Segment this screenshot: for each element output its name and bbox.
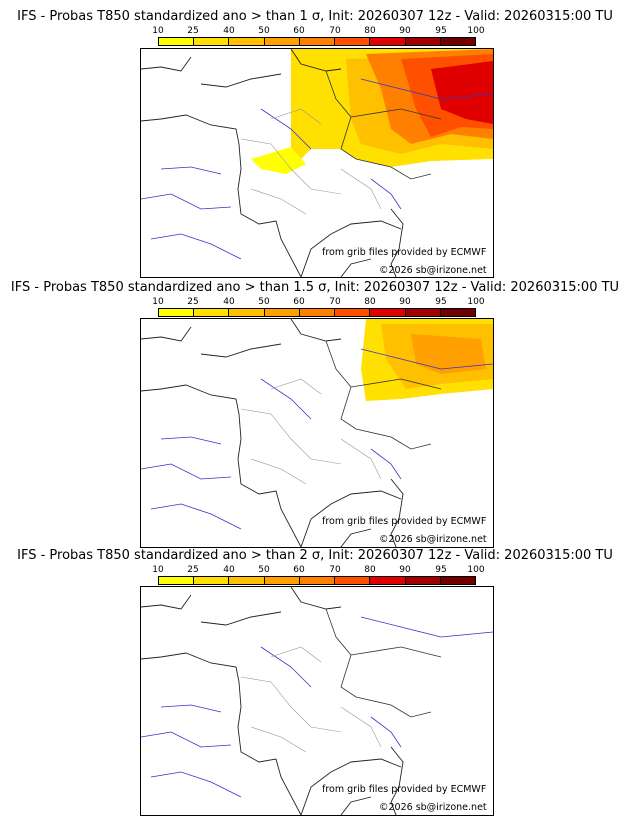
map-svg <box>141 319 493 547</box>
legend-swatch <box>194 38 230 45</box>
legend-label: 10 <box>152 26 164 36</box>
map-panel-3: IFS - Probas T850 standardized ano > tha… <box>0 548 630 828</box>
legend-label: 100 <box>467 297 485 307</box>
legend-label: 70 <box>329 26 341 36</box>
legend-swatch <box>229 309 265 316</box>
legend-swatch <box>299 38 336 45</box>
legend-swatch <box>229 577 265 584</box>
country-borders <box>325 340 442 450</box>
legend-label: 25 <box>187 565 199 575</box>
legend-swatch <box>264 309 300 316</box>
credit-copyright: ©2026 sb@irizone.net <box>379 265 487 276</box>
admin-boundaries <box>240 108 382 215</box>
coastline-north <box>141 49 342 88</box>
credit-copyright: ©2026 sb@irizone.net <box>379 802 487 813</box>
panel-title: IFS - Probas T850 standardized ano > tha… <box>10 280 620 295</box>
panel-title: IFS - Probas T850 standardized ano > tha… <box>17 548 613 563</box>
probability-map <box>140 318 494 548</box>
legend-label: 80 <box>364 565 376 575</box>
legend-swatch <box>264 38 300 45</box>
probability-map <box>140 48 494 278</box>
map-svg <box>141 49 493 277</box>
probability-area-50 <box>411 334 486 374</box>
coastline <box>141 114 404 277</box>
legend-label: 90 <box>399 565 411 575</box>
legend-swatch <box>405 309 441 316</box>
admin-boundaries <box>240 646 382 753</box>
legend-swatch <box>405 577 441 584</box>
legend-swatch <box>335 309 371 316</box>
probability-area-80 <box>431 61 493 124</box>
legend-label: 95 <box>435 297 447 307</box>
legend-swatch <box>299 309 336 316</box>
legend-swatch <box>440 577 475 584</box>
legend-swatch <box>335 38 371 45</box>
coastline <box>141 384 404 547</box>
coastline-north <box>141 587 342 626</box>
legend-swatch <box>159 38 195 45</box>
legend-swatch <box>440 38 475 45</box>
rivers <box>141 78 493 260</box>
legend-label: 90 <box>399 297 411 307</box>
country-borders <box>325 608 442 718</box>
legend-swatch <box>440 309 475 316</box>
legend-swatch <box>370 38 406 45</box>
legend-label: 50 <box>258 565 270 575</box>
legend-label: 25 <box>187 26 199 36</box>
color-legend-bar <box>158 308 476 317</box>
legend-label: 70 <box>329 565 341 575</box>
color-legend-bar <box>158 37 476 46</box>
legend-label: 60 <box>293 26 305 36</box>
legend-label: 60 <box>293 565 305 575</box>
legend-swatch <box>264 577 300 584</box>
legend-swatch <box>335 577 371 584</box>
legend-swatch <box>194 577 230 584</box>
probability-map <box>140 586 494 816</box>
legend-labels: 10 25 40 50 60 70 80 90 95 100 <box>152 565 484 575</box>
legend-label: 25 <box>187 297 199 307</box>
legend-labels: 10 25 40 50 60 70 80 90 95 100 <box>152 297 484 307</box>
legend-swatch <box>370 577 406 584</box>
legend-swatch <box>405 38 441 45</box>
legend-label: 50 <box>258 297 270 307</box>
legend-label: 90 <box>399 26 411 36</box>
credit-source: from grib files provided by ECMWF <box>322 784 487 795</box>
legend-label: 10 <box>152 565 164 575</box>
legend-label: 95 <box>435 565 447 575</box>
legend-label: 100 <box>467 26 485 36</box>
legend-swatch <box>299 577 336 584</box>
map-panel-2: IFS - Probas T850 standardized ano > tha… <box>0 280 630 550</box>
color-legend-bar <box>158 576 476 585</box>
legend-label: 80 <box>364 297 376 307</box>
credit-source: from grib files provided by ECMWF <box>322 516 487 527</box>
legend-label: 70 <box>329 297 341 307</box>
legend-swatch <box>370 309 406 316</box>
legend-swatch <box>159 309 195 316</box>
legend-swatch <box>194 309 230 316</box>
panel-title: IFS - Probas T850 standardized ano > tha… <box>17 9 613 24</box>
legend-label: 60 <box>293 297 305 307</box>
coastline-north <box>141 319 342 358</box>
map-panel-1: IFS - Probas T850 standardized ano > tha… <box>0 9 630 279</box>
rivers <box>141 616 493 798</box>
credit-copyright: ©2026 sb@irizone.net <box>379 534 487 545</box>
legend-label: 10 <box>152 297 164 307</box>
legend-label: 100 <box>467 565 485 575</box>
legend-label: 50 <box>258 26 270 36</box>
country-borders <box>325 70 442 180</box>
legend-label: 40 <box>223 565 235 575</box>
legend-swatch <box>229 38 265 45</box>
probability-area-yellow-south <box>251 147 306 174</box>
legend-swatch <box>159 577 195 584</box>
map-svg <box>141 587 493 815</box>
legend-label: 40 <box>223 26 235 36</box>
legend-label: 80 <box>364 26 376 36</box>
rivers <box>141 348 493 530</box>
legend-label: 40 <box>223 297 235 307</box>
legend-label: 95 <box>435 26 447 36</box>
legend-labels: 10 25 40 50 60 70 80 90 95 100 <box>152 26 484 36</box>
credit-source: from grib files provided by ECMWF <box>322 247 487 258</box>
coastline <box>141 652 404 815</box>
admin-boundaries <box>240 378 382 485</box>
